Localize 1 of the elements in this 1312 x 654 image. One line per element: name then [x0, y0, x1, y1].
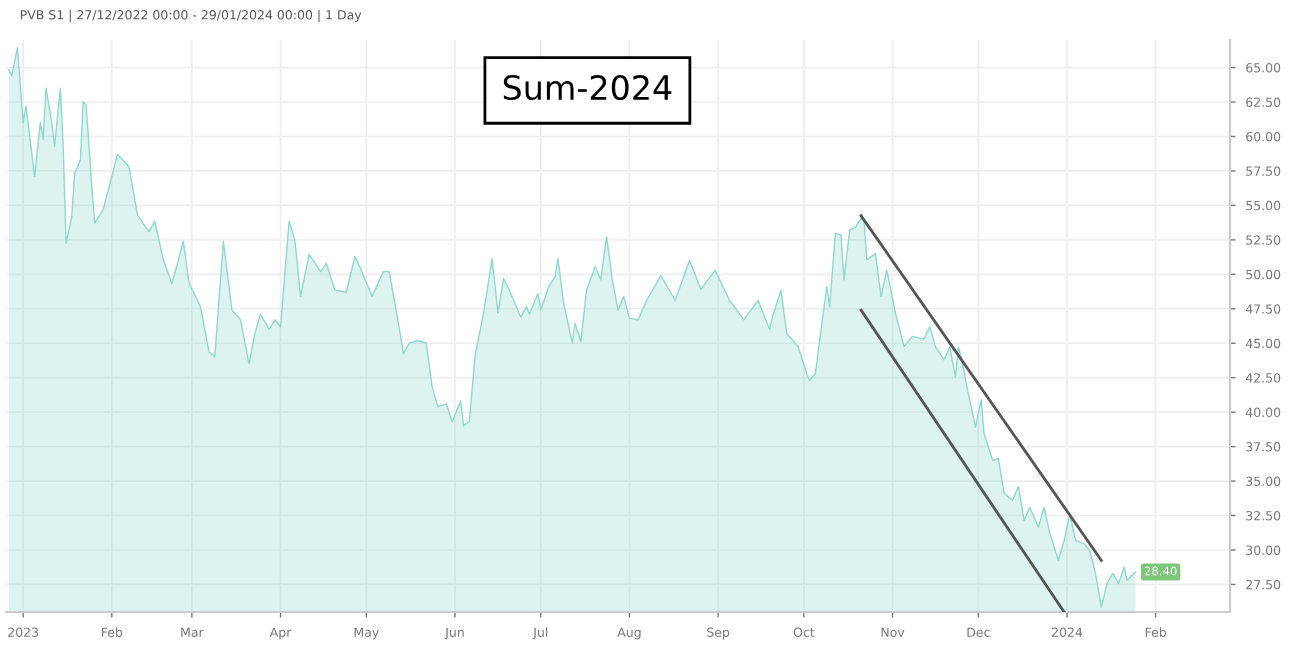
annotation: Sum-2024 [503, 74, 672, 101]
